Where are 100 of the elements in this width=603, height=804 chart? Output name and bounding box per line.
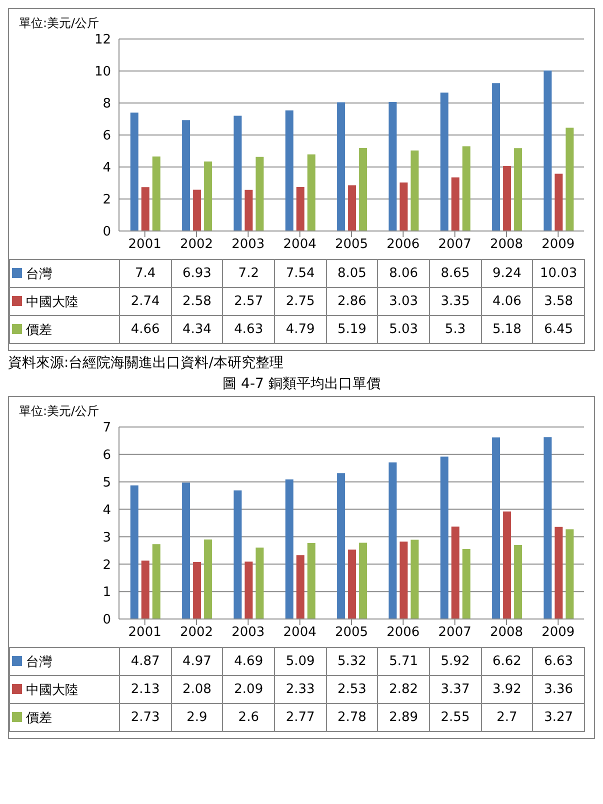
legend-label: 台灣: [10, 260, 120, 288]
x-tick-label: 2004: [283, 237, 316, 252]
data-label: 3.03: [378, 288, 430, 316]
data-label: 2.7: [481, 704, 533, 732]
data-label: 6.45: [532, 316, 584, 344]
data-label: 2.82: [378, 676, 430, 704]
data-label: 5.71: [378, 648, 430, 676]
x-tick-label: 2001: [128, 237, 162, 252]
bar: [337, 102, 346, 231]
bar: [492, 83, 500, 231]
bar: [296, 555, 304, 619]
x-tick-label: 2002: [180, 237, 214, 252]
y-tick-label: 6: [102, 448, 111, 464]
data-label: 2.74: [120, 288, 172, 316]
y-axis-title: 單位:美元/公斤: [19, 403, 100, 420]
bar: [514, 148, 522, 231]
data-label: 5.3: [429, 316, 482, 344]
data-label: 5.19: [326, 316, 378, 344]
x-tick-label: 2001: [128, 625, 162, 640]
bar: [204, 539, 212, 619]
bar: [388, 102, 397, 231]
bar: [503, 166, 512, 231]
data-label: 2.77: [274, 704, 326, 732]
bar: [359, 148, 368, 231]
y-tick-label: 4: [102, 160, 111, 176]
x-tick-label: 2004: [283, 625, 316, 640]
bar: [451, 177, 460, 231]
bar: [152, 544, 160, 619]
bar: [503, 511, 512, 619]
x-tick-label: 2003: [232, 625, 265, 640]
bar: [462, 549, 470, 619]
data-label: 4.69: [222, 648, 274, 676]
data-label: 4.66: [120, 316, 172, 344]
y-tick-label: 12: [94, 32, 111, 48]
legend-label: 中國大陸: [10, 676, 120, 704]
y-tick-label: 10: [94, 64, 111, 80]
data-label: 5.18: [481, 316, 533, 344]
bar: [152, 156, 160, 231]
x-tick-label: 2008: [490, 237, 524, 252]
x-tick-label: 2007: [438, 237, 472, 252]
bar: [193, 562, 202, 619]
data-label: 7.4: [120, 260, 172, 288]
bar: [130, 485, 138, 619]
data-label: 2.53: [326, 676, 378, 704]
legend-label: 價差: [10, 704, 120, 732]
bar: [130, 112, 138, 231]
data-label: 2.75: [274, 288, 326, 316]
bar: [359, 542, 368, 619]
x-tick-label: 2009: [542, 237, 575, 252]
data-label: 5.03: [378, 316, 430, 344]
bar: [400, 542, 408, 619]
data-label: 8.06: [378, 260, 430, 288]
data-label: 3.37: [429, 676, 482, 704]
data-label: 4.79: [274, 316, 326, 344]
bar: [554, 526, 563, 619]
bar: [307, 543, 316, 619]
bar: [141, 560, 150, 619]
x-tick-label: 2003: [232, 237, 265, 252]
data-label: 4.87: [120, 648, 172, 676]
bar: [234, 490, 242, 619]
data-label: 2.78: [326, 704, 378, 732]
y-tick-label: 1: [102, 585, 111, 600]
x-tick-label: 2002: [180, 625, 214, 640]
data-label: 3.35: [429, 288, 482, 316]
data-label: 7.2: [222, 260, 274, 288]
data-label: 7.54: [274, 260, 326, 288]
x-tick-label: 2006: [386, 237, 420, 252]
y-axis-title: 單位:美元/公斤: [19, 15, 100, 32]
y-tick-label: 7: [102, 420, 111, 436]
bar: [182, 482, 190, 619]
data-label: 8.65: [429, 260, 482, 288]
data-label: 9.24: [481, 260, 533, 288]
data-label: 5.92: [429, 648, 482, 676]
data-label: 2.13: [120, 676, 172, 704]
data-label: 6.93: [171, 260, 223, 288]
bar: [566, 128, 574, 231]
bar: [193, 190, 202, 231]
bar: [451, 526, 460, 619]
y-tick-label: 8: [102, 96, 111, 112]
x-tick-label: 2005: [334, 237, 368, 252]
bar: [256, 156, 264, 231]
bar: [410, 540, 419, 619]
bar: [388, 462, 397, 619]
data-label: 2.08: [171, 676, 223, 704]
bar: [554, 174, 563, 231]
x-tick-label: 2009: [542, 625, 575, 640]
bar: [348, 550, 356, 619]
data-label: 6.62: [481, 648, 533, 676]
bar: [400, 182, 408, 231]
data-label: 3.27: [532, 704, 584, 732]
data-label: 10.03: [532, 260, 584, 288]
bar: [256, 548, 264, 619]
source-note: 資料來源:台經院海關進出口資料/本研究整理: [8, 354, 284, 372]
data-label: 3.58: [532, 288, 584, 316]
y-tick-label: 0: [102, 612, 111, 628]
y-tick-label: 5: [102, 475, 111, 490]
bar: [440, 92, 448, 231]
data-label: 2.86: [326, 288, 378, 316]
x-tick-label: 2006: [386, 625, 420, 640]
bar: [182, 120, 190, 231]
